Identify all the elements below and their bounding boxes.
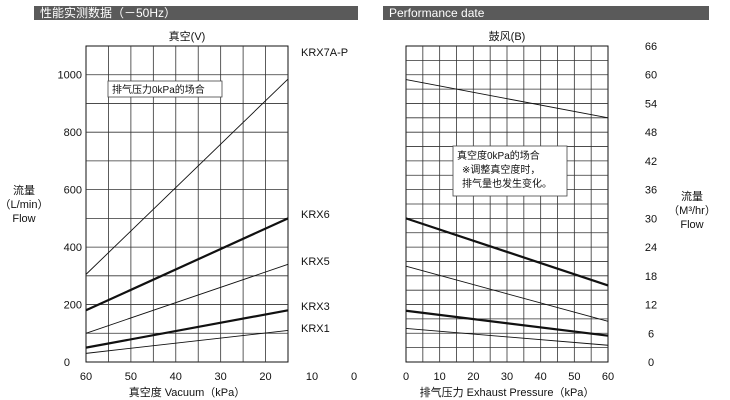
left-series-line: [85, 217, 289, 312]
left-series-line: [85, 309, 289, 349]
left-annotation-text: 排气压力0kPa的场合: [112, 83, 205, 96]
right-x-tick-label: 0: [403, 371, 409, 383]
right-annotation-box: [452, 145, 568, 197]
right-annotation-text: 真空度0kPa的场合: [457, 149, 540, 162]
right-x-tick-label: 50: [568, 371, 580, 383]
left-header-bar: 性能实测数据（－50Hz）: [34, 6, 358, 20]
right-y-tick-label: 54: [645, 98, 657, 110]
left-x-tick-label: 30: [215, 371, 227, 383]
right-y-tick-label: 6: [648, 328, 654, 340]
left-y-tick-label: 400: [64, 242, 82, 254]
right-y-tick-label: 48: [645, 127, 657, 139]
right-y-tick-label: 60: [645, 70, 657, 82]
right-y-tick-label: 24: [645, 242, 657, 254]
right-x-tick-label: 20: [467, 371, 479, 383]
left-plot-frame: [85, 45, 289, 363]
right-y-tick-label: 30: [645, 213, 657, 225]
left-y-axis-label: Flow: [12, 213, 35, 225]
left-x-tick-label: 50: [125, 371, 137, 383]
left-y-tick-label: 800: [64, 127, 82, 139]
left-series-label: KRX1: [301, 323, 330, 335]
left-y-tick-label: 0: [64, 357, 70, 369]
right-x-tick-label: 30: [501, 371, 513, 383]
right-y-tick-label: 0: [648, 357, 654, 369]
right-y-tick-label: 66: [645, 41, 657, 53]
right-x-tick-label: 40: [535, 371, 547, 383]
right-y-axis-label: 流量: [681, 189, 703, 203]
right-header-title: Performance date: [389, 6, 485, 20]
left-header-title: 性能实测数据（－50Hz）: [40, 6, 177, 20]
right-y-tick-label: 42: [645, 156, 657, 168]
left-series-line: [85, 329, 289, 354]
left-x-tick-label: 60: [80, 371, 92, 383]
left-series-label: KRX7A-P: [301, 47, 348, 59]
right-series-line: [405, 217, 609, 287]
right-series-line: [405, 265, 609, 322]
left-y-axis-label: 流量: [13, 183, 35, 197]
right-x-axis-label: 排气压力 Exhaust Pressure（kPa）: [420, 385, 595, 399]
right-series-line: [405, 79, 609, 119]
right-x-tick-label: 60: [602, 371, 614, 383]
right-y-tick-label: 12: [645, 300, 657, 312]
right-chart-title: 鼓风(B): [489, 29, 526, 43]
left-x-axis-label: 真空度 Vacuum（kPa）: [129, 385, 246, 399]
left-y-tick-label: 600: [64, 185, 82, 197]
left-x-tick-label: 20: [259, 371, 271, 383]
right-y-axis-label: Flow: [680, 219, 703, 231]
right-header-bar: Performance date: [383, 6, 709, 20]
left-series-label: KRX5: [301, 256, 330, 268]
left-series-line: [85, 263, 289, 334]
left-series-line: [85, 78, 289, 275]
right-annotation-text: ※调整真空度时，: [462, 163, 540, 176]
right-series-line: [405, 309, 609, 337]
right-series-line: [405, 328, 609, 346]
left-x-tick-label: 40: [170, 371, 182, 383]
left-y-tick-label: 200: [64, 300, 82, 312]
left-x-tick-label: 10: [306, 371, 318, 383]
left-series-label: KRX3: [301, 301, 330, 313]
right-y-axis-label: （M³/hr）: [668, 204, 716, 217]
right-y-tick-label: 18: [645, 271, 657, 283]
left-series-label: KRX6: [301, 209, 330, 221]
left-x-tick-label: 0: [351, 371, 357, 383]
left-y-tick-label: 1000: [58, 70, 82, 82]
right-x-tick-label: 10: [434, 371, 446, 383]
left-y-axis-label: （L/min）: [0, 198, 48, 211]
left-chart-title: 真空(V): [169, 29, 206, 43]
right-annotation-text: 排气量也发生变化。: [462, 177, 552, 190]
left-annotation-box: [107, 80, 223, 98]
right-y-tick-label: 36: [645, 185, 657, 197]
